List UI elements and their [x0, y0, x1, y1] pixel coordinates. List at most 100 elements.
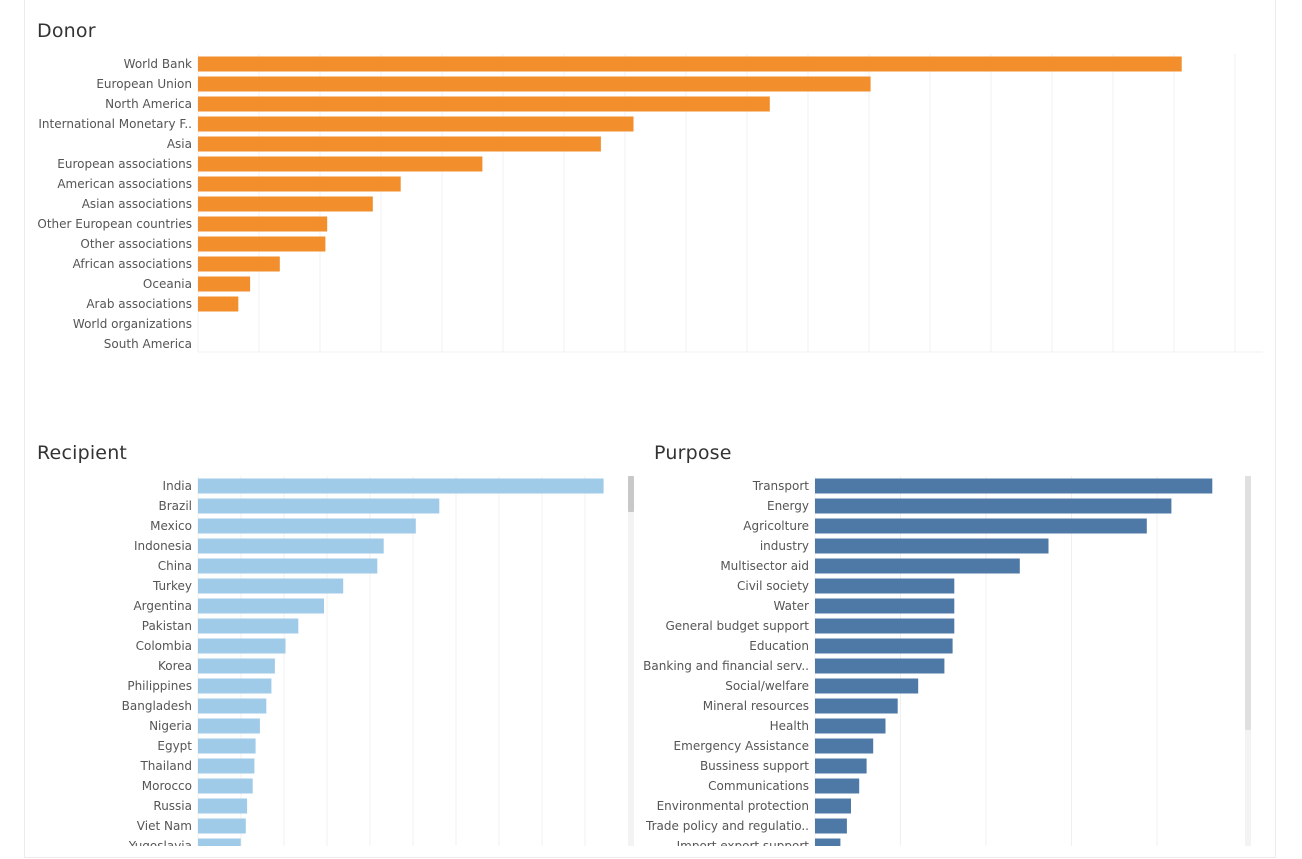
purpose-category-label[interactable]: Trade policy and regulatio..: [645, 819, 809, 833]
purpose-scrollbar[interactable]: [1245, 476, 1251, 846]
recipient-bar[interactable]: [198, 478, 604, 494]
donor-category-label[interactable]: North America: [105, 97, 192, 111]
donor-bar[interactable]: [198, 216, 328, 232]
donor-bar[interactable]: [198, 76, 871, 92]
purpose-bar[interactable]: [815, 558, 1020, 574]
recipient-bar[interactable]: [198, 818, 246, 834]
donor-category-label[interactable]: World Bank: [124, 57, 192, 71]
recipient-category-label[interactable]: Brazil: [159, 499, 193, 513]
donor-bar[interactable]: [198, 116, 634, 132]
donor-category-label[interactable]: International Monetary F..: [38, 117, 192, 131]
donor-category-label[interactable]: African associations: [73, 257, 192, 271]
recipient-category-label[interactable]: Turkey: [152, 579, 192, 593]
purpose-bar[interactable]: [815, 638, 953, 654]
donor-category-label[interactable]: Arab associations: [86, 297, 192, 311]
recipient-category-label[interactable]: Philippines: [127, 679, 192, 693]
recipient-bar[interactable]: [198, 538, 384, 554]
purpose-scrollbar-thumb[interactable]: [1245, 476, 1251, 730]
recipient-category-label[interactable]: Russia: [153, 799, 192, 813]
donor-category-label[interactable]: European associations: [57, 157, 192, 171]
donor-bar[interactable]: [198, 276, 251, 292]
recipient-category-label[interactable]: Colombia: [136, 639, 192, 653]
donor-bar[interactable]: [198, 56, 1182, 72]
purpose-bar[interactable]: [815, 498, 1172, 514]
purpose-bar[interactable]: [815, 658, 945, 674]
recipient-bar[interactable]: [198, 618, 299, 634]
donor-category-label[interactable]: Asia: [167, 137, 192, 151]
purpose-category-label[interactable]: General budget support: [665, 619, 809, 633]
recipient-category-label[interactable]: Argentina: [133, 599, 192, 613]
recipient-bar[interactable]: [198, 698, 267, 714]
purpose-bar[interactable]: [815, 818, 847, 834]
recipient-bar[interactable]: [198, 518, 416, 534]
donor-category-label[interactable]: Other associations: [80, 237, 192, 251]
purpose-bar[interactable]: [815, 598, 955, 614]
recipient-bar[interactable]: [198, 558, 378, 574]
purpose-category-label[interactable]: Communications: [708, 779, 809, 793]
purpose-bar[interactable]: [815, 618, 955, 634]
recipient-bar[interactable]: [198, 638, 286, 654]
recipient-category-label[interactable]: Bangladesh: [122, 699, 192, 713]
recipient-category-label[interactable]: Korea: [158, 659, 192, 673]
recipient-bar[interactable]: [198, 678, 272, 694]
purpose-bar[interactable]: [815, 698, 898, 714]
purpose-category-label[interactable]: industry: [760, 539, 809, 553]
purpose-category-label[interactable]: Health: [770, 719, 809, 733]
recipient-bar[interactable]: [198, 778, 253, 794]
purpose-bar[interactable]: [815, 578, 955, 594]
recipient-category-label[interactable]: Yugoslavia: [128, 839, 192, 853]
purpose-category-label[interactable]: Bussiness support: [700, 759, 809, 773]
recipient-category-label[interactable]: Pakistan: [142, 619, 192, 633]
recipient-category-label[interactable]: Nigeria: [149, 719, 192, 733]
recipient-category-label[interactable]: China: [158, 559, 192, 573]
purpose-category-label[interactable]: Banking and financial serv..: [643, 659, 809, 673]
donor-bar[interactable]: [198, 236, 326, 252]
donor-category-label[interactable]: Oceania: [143, 277, 192, 291]
recipient-scrollbar-thumb[interactable]: [628, 476, 634, 512]
recipient-category-label[interactable]: India: [163, 479, 192, 493]
recipient-bar[interactable]: [198, 578, 344, 594]
recipient-bar[interactable]: [198, 798, 248, 814]
donor-bar[interactable]: [198, 96, 770, 112]
donor-bar[interactable]: [198, 256, 280, 272]
recipient-bar[interactable]: [198, 838, 241, 854]
donor-bar[interactable]: [198, 176, 401, 192]
purpose-bar[interactable]: [815, 518, 1147, 534]
recipient-bar[interactable]: [198, 718, 260, 734]
recipient-bar[interactable]: [198, 598, 324, 614]
donor-category-label[interactable]: Other European countries: [37, 217, 192, 231]
purpose-bar[interactable]: [815, 678, 919, 694]
donor-bar[interactable]: [198, 136, 601, 152]
purpose-category-label[interactable]: Import export support: [677, 839, 810, 853]
purpose-bar[interactable]: [815, 838, 841, 854]
recipient-bar[interactable]: [198, 758, 255, 774]
purpose-category-label[interactable]: Multisector aid: [720, 559, 809, 573]
purpose-category-label[interactable]: Energy: [767, 499, 809, 513]
purpose-bar[interactable]: [815, 778, 860, 794]
donor-bar[interactable]: [198, 296, 239, 312]
purpose-category-label[interactable]: Environmental protection: [657, 799, 809, 813]
purpose-category-label[interactable]: Civil society: [737, 579, 809, 593]
recipient-category-label[interactable]: Morocco: [142, 779, 192, 793]
purpose-bar[interactable]: [815, 738, 874, 754]
purpose-category-label[interactable]: Education: [749, 639, 809, 653]
recipient-scrollbar[interactable]: [628, 476, 634, 846]
donor-category-label[interactable]: American associations: [57, 177, 192, 191]
purpose-category-label[interactable]: Emergency Assistance: [674, 739, 809, 753]
purpose-bar[interactable]: [815, 798, 851, 814]
recipient-bar[interactable]: [198, 498, 440, 514]
purpose-bar[interactable]: [815, 758, 867, 774]
donor-bar[interactable]: [198, 196, 373, 212]
purpose-category-label[interactable]: Water: [774, 599, 810, 613]
donor-category-label[interactable]: Asian associations: [82, 197, 192, 211]
donor-bar[interactable]: [198, 156, 483, 172]
purpose-category-label[interactable]: Agricolture: [743, 519, 809, 533]
recipient-category-label[interactable]: Indonesia: [134, 539, 192, 553]
purpose-category-label[interactable]: Social/welfare: [725, 679, 809, 693]
recipient-bar[interactable]: [198, 738, 256, 754]
recipient-bar[interactable]: [198, 658, 275, 674]
recipient-category-label[interactable]: Viet Nam: [137, 819, 192, 833]
recipient-category-label[interactable]: Egypt: [157, 739, 192, 753]
recipient-category-label[interactable]: Thailand: [139, 759, 192, 773]
purpose-category-label[interactable]: Transport: [752, 479, 810, 493]
